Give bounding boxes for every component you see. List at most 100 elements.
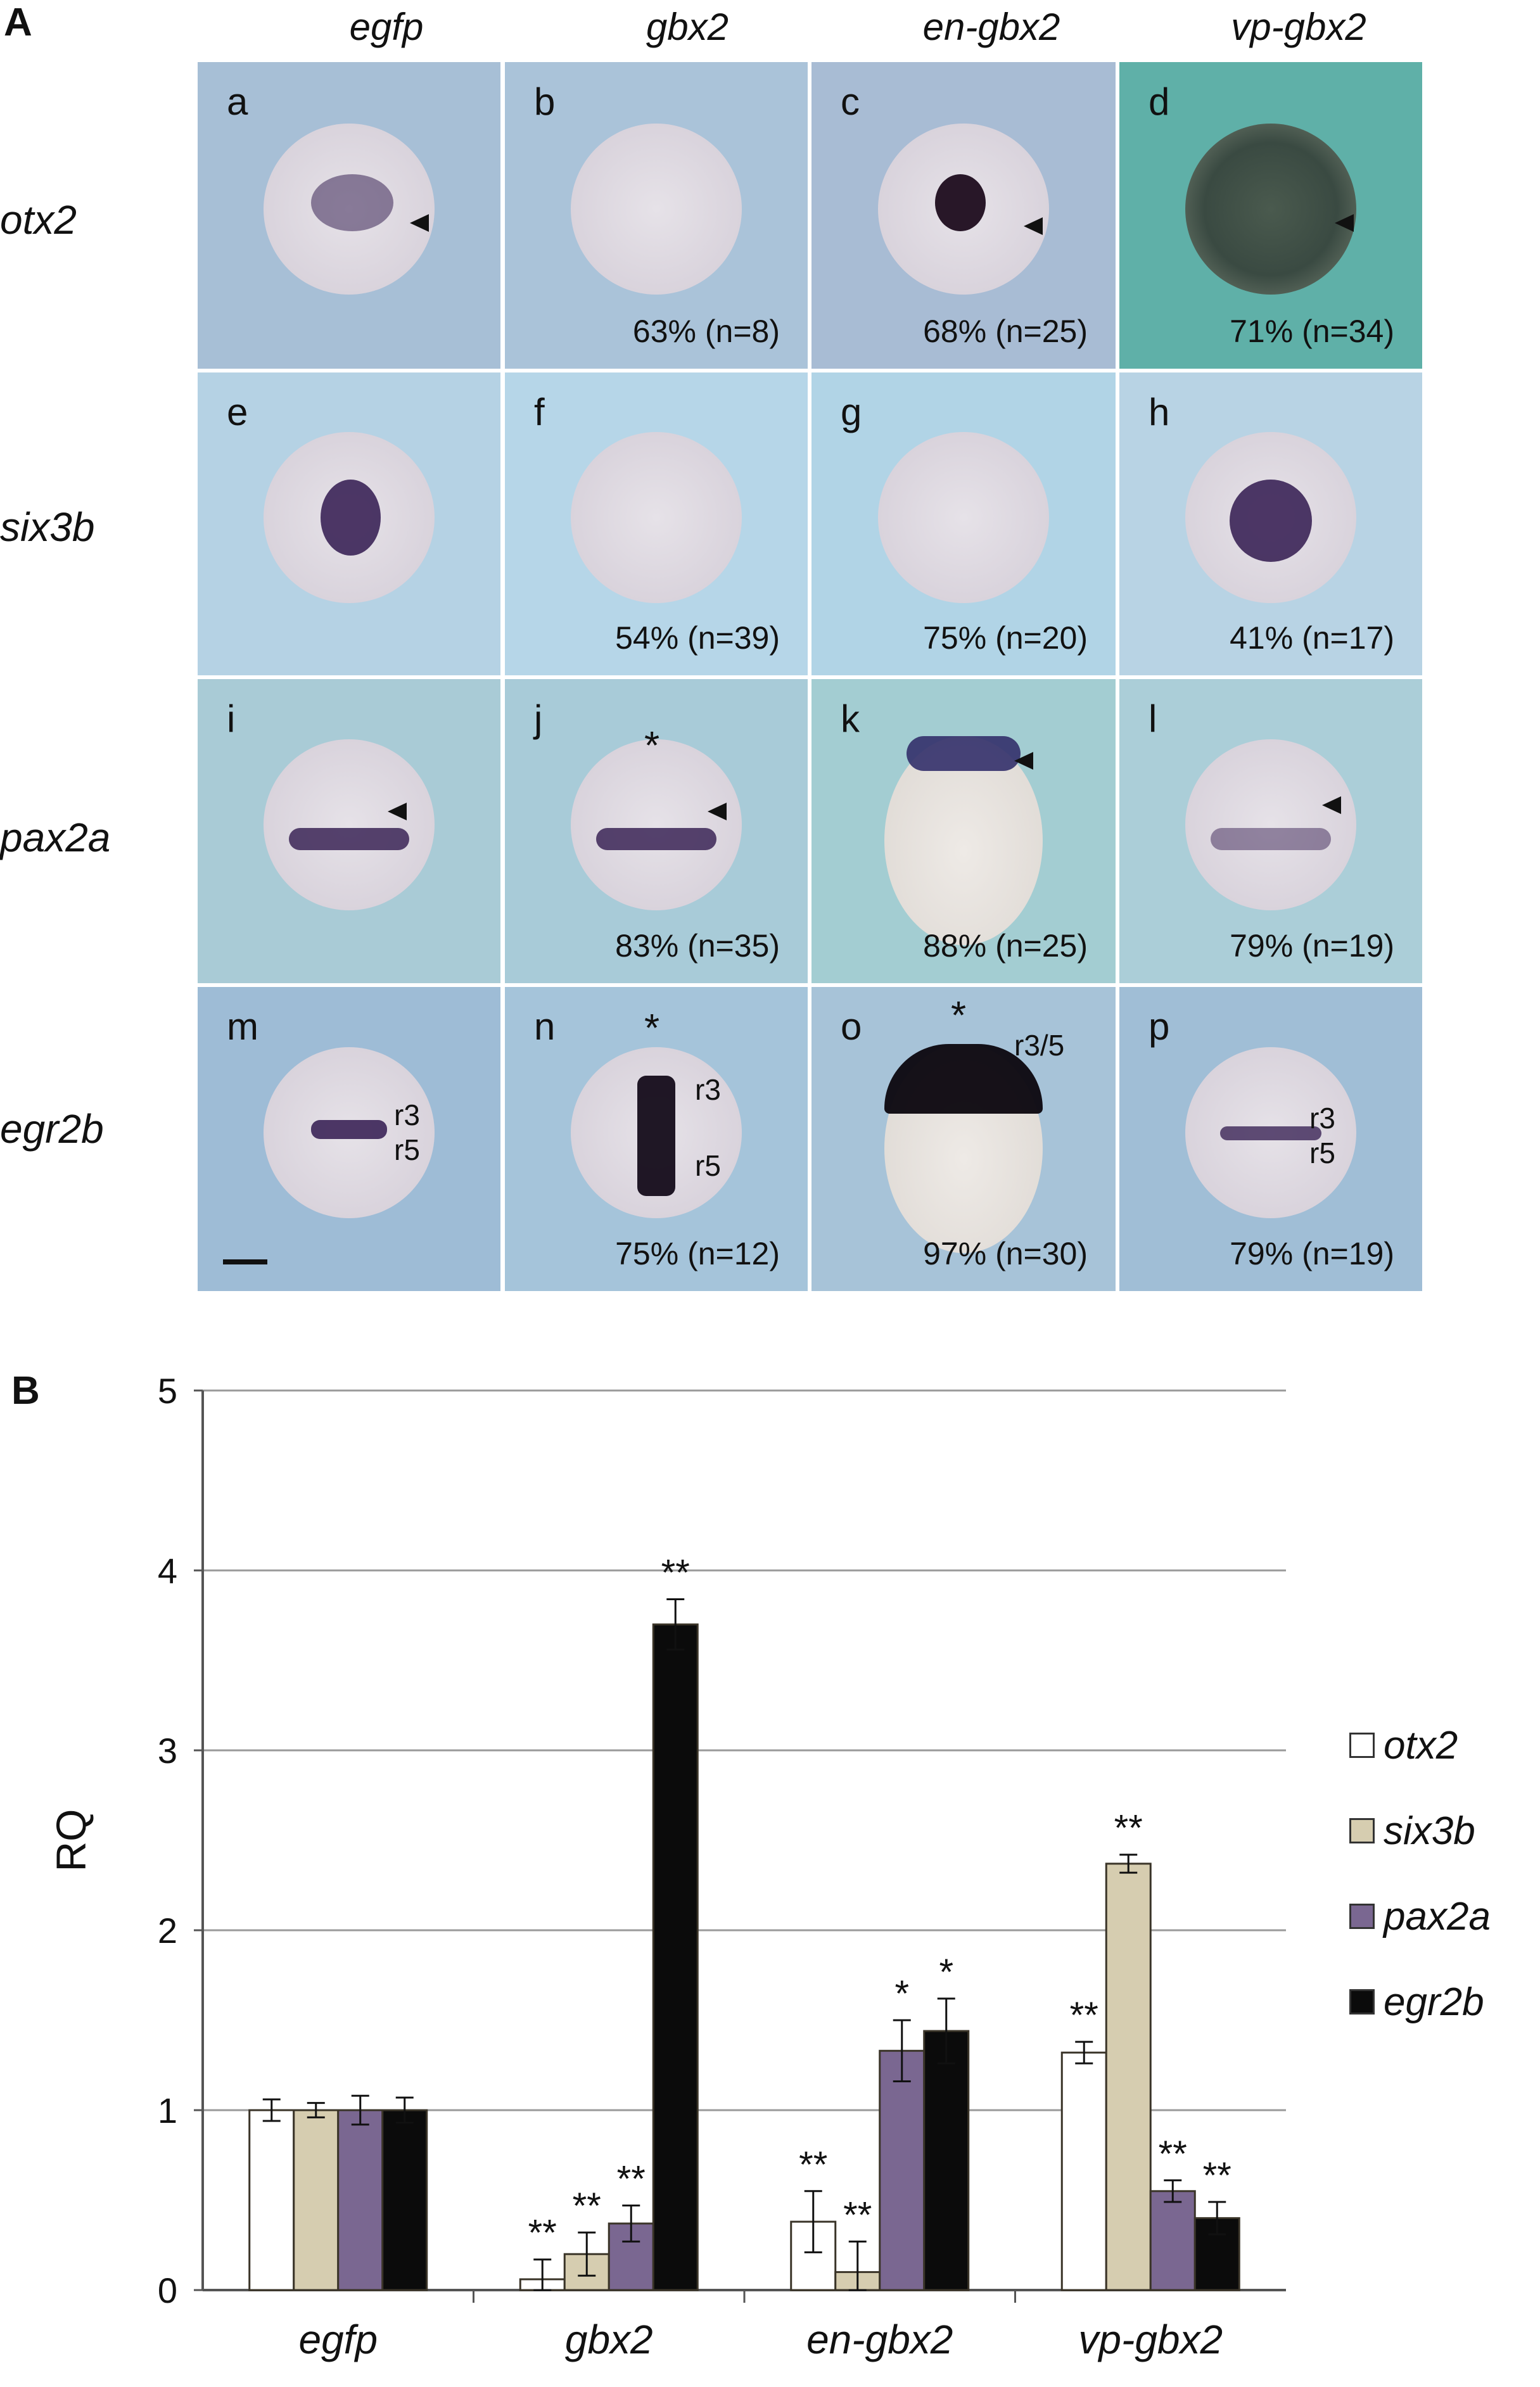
- micrograph-k: k 88% (n=25): [811, 679, 1116, 983]
- percentage-label-j: 83% (n=35): [615, 928, 780, 964]
- micrograph-e: e: [198, 372, 500, 675]
- micrograph-n: n 75% (n=12) * r3 r5: [505, 987, 808, 1291]
- micrograph-label-b: b: [534, 80, 556, 123]
- percentage-label-f: 54% (n=39): [615, 620, 780, 656]
- column-header-en-gbx2: en-gbx2: [922, 6, 1060, 48]
- significance-marker: **: [799, 2144, 827, 2186]
- row-header-pax2a: pax2a: [0, 815, 111, 860]
- legend-item-otx2: otx2: [1349, 1723, 1458, 1767]
- bar-egr2b-en-gbx2: [923, 2030, 970, 2291]
- micrograph-g: g 75% (n=20): [811, 372, 1116, 675]
- bar-pax2a-vp-gbx2: [1149, 2190, 1196, 2291]
- bar-six3b-egfp: [293, 2109, 340, 2291]
- stain: [289, 828, 409, 850]
- stain: [1211, 828, 1331, 850]
- arrowhead-marker: [388, 803, 407, 820]
- bar-pax2a-en-gbx2: [879, 2049, 926, 2291]
- micrograph-i: i: [198, 679, 500, 983]
- stain: [935, 174, 986, 231]
- micrograph-c: c 68% (n=25): [811, 62, 1116, 369]
- row-header-otx2: otx2: [0, 197, 77, 243]
- micrograph-label-e: e: [227, 391, 248, 433]
- stain: [321, 480, 381, 556]
- x-tick-label: en-gbx2: [806, 2317, 953, 2362]
- micrograph-label-j: j: [534, 697, 543, 740]
- percentage-label-p: 79% (n=19): [1230, 1236, 1394, 1271]
- y-axis-label: RQ: [48, 1809, 94, 1872]
- significance-marker: *: [894, 1973, 909, 2015]
- bar-otx2-vp-gbx2: [1060, 2051, 1107, 2291]
- embryo: [571, 124, 742, 295]
- stain: [311, 174, 393, 231]
- micrograph-label-d: d: [1149, 80, 1170, 123]
- embryo: [571, 739, 742, 910]
- micrograph-label-h: h: [1149, 391, 1170, 433]
- rhombomere-r5-label: r5: [695, 1149, 721, 1182]
- micrograph-label-l: l: [1149, 697, 1157, 740]
- asterisk-marker: *: [644, 724, 660, 768]
- embryo: [264, 739, 435, 910]
- legend-item-pax2a: pax2a: [1349, 1894, 1491, 1938]
- embryo: [884, 736, 1043, 945]
- arrowhead-marker: [1024, 217, 1043, 235]
- percentage-label-b: 63% (n=8): [632, 314, 780, 349]
- legend-label: six3b: [1384, 1809, 1475, 1853]
- arrowhead-marker: [1335, 214, 1354, 232]
- arrowhead-marker: [410, 214, 429, 232]
- rhombomere-r3-label: r3: [394, 1098, 420, 1131]
- column-header-egfp: egfp: [349, 6, 424, 48]
- micrograph-label-f: f: [534, 391, 545, 433]
- rhombomere-r5-label: r5: [1309, 1136, 1335, 1169]
- percentage-label-o: 97% (n=30): [923, 1236, 1088, 1271]
- micrograph-o: o 97% (n=30) * r3/5: [811, 987, 1116, 1291]
- bar-otx2-egfp: [248, 2109, 295, 2291]
- legend-swatch: [1349, 1733, 1375, 1758]
- bar-six3b-vp-gbx2: [1105, 1862, 1152, 2291]
- legend-swatch: [1349, 1818, 1375, 1843]
- micrograph-label-g: g: [841, 391, 862, 433]
- panel-a-letter: A: [4, 1, 32, 44]
- micrograph-d: d 71% (n=34): [1119, 62, 1422, 369]
- bar-egr2b-egfp: [381, 2109, 428, 2291]
- row-header-egr2b: egr2b: [0, 1106, 104, 1152]
- percentage-label-h: 41% (n=17): [1230, 620, 1394, 656]
- embryo: [1185, 124, 1356, 295]
- percentage-label-c: 68% (n=25): [923, 314, 1088, 349]
- micrograph-label-p: p: [1149, 1005, 1170, 1048]
- stain: [596, 828, 716, 850]
- bar-egr2b-gbx2: [652, 1623, 699, 2291]
- micrograph-label-k: k: [841, 697, 860, 740]
- rhombomere-r3-label: r3: [1309, 1102, 1335, 1135]
- embryo: [571, 432, 742, 603]
- embryo: [1185, 739, 1356, 910]
- micrograph-l: l 79% (n=19): [1119, 679, 1422, 983]
- micrograph-label-m: m: [227, 1005, 258, 1048]
- arrowhead-marker: [1322, 796, 1341, 814]
- micrograph-m: m r3 r5: [198, 987, 500, 1291]
- row-header-six3b: six3b: [0, 504, 95, 550]
- legend-label: otx2: [1384, 1723, 1458, 1767]
- arrowhead-marker: [708, 803, 727, 820]
- column-header-gbx2: gbx2: [646, 6, 729, 48]
- stain: [1230, 480, 1312, 562]
- significance-marker: **: [661, 1552, 690, 1593]
- legend-swatch: [1349, 1904, 1375, 1929]
- percentage-label-l: 79% (n=19): [1230, 928, 1394, 964]
- percentage-label-g: 75% (n=20): [923, 620, 1088, 656]
- x-tick-label: vp-gbx2: [1078, 2317, 1223, 2362]
- micrograph-a: a: [198, 62, 500, 369]
- micrograph-label-o: o: [841, 1005, 862, 1048]
- percentage-label-k: 88% (n=25): [923, 928, 1088, 964]
- rhombomere-r5-label: r5: [394, 1133, 420, 1166]
- stain: [637, 1076, 675, 1196]
- significance-marker: **: [573, 2186, 601, 2227]
- micrograph-h: h 41% (n=17): [1119, 372, 1422, 675]
- micrograph-label-i: i: [227, 697, 236, 740]
- percentage-label-d: 71% (n=34): [1230, 314, 1394, 349]
- legend-item-egr2b: egr2b: [1349, 1980, 1484, 2024]
- significance-marker: **: [528, 2213, 557, 2254]
- stain: [1220, 1126, 1321, 1140]
- micrograph-b: b 63% (n=8): [505, 62, 808, 369]
- x-tick-label: gbx2: [565, 2317, 653, 2362]
